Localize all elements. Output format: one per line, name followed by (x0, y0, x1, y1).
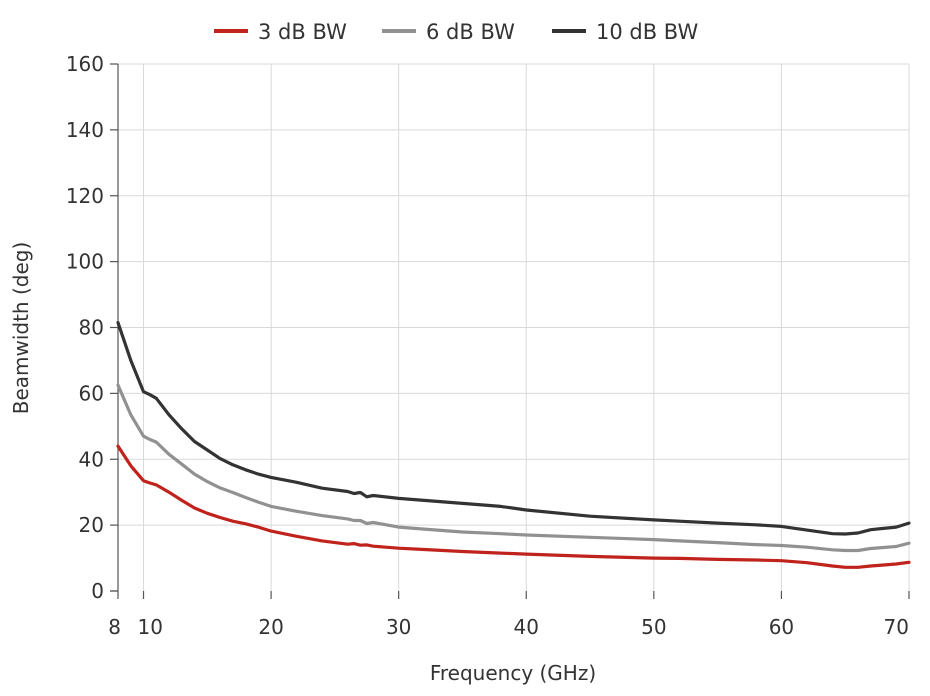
y-tick-labels: 0 20 40 60 80 100 120 140 160 (66, 52, 118, 603)
y-tick-label: 120 (66, 184, 104, 208)
y-tick-label: 40 (79, 447, 104, 471)
y-tick-label: 80 (79, 316, 104, 340)
x-tick-label: 10 (138, 615, 163, 639)
x-tick-label: 70 (884, 615, 909, 639)
x-axis-title: Frequency (GHz) (430, 661, 596, 685)
x-tick-label: 50 (641, 615, 666, 639)
x-tick-label: 20 (258, 615, 283, 639)
series-line-6-db-bw (116, 383, 911, 553)
x-tick-label: 40 (514, 615, 539, 639)
series-lines (116, 321, 911, 569)
legend-label: 6 dB BW (426, 20, 515, 44)
legend: 3 dB BW 6 dB BW 10 dB BW (214, 20, 698, 44)
legend-label: 10 dB BW (596, 20, 698, 44)
y-axis-title: Beamwidth (deg) (9, 242, 33, 415)
series-line-10-db-bw (116, 321, 911, 536)
y-tick-label: 100 (66, 250, 104, 274)
x-tick-label: 8 (108, 615, 121, 639)
legend-label: 3 dB BW (258, 20, 347, 44)
grid (118, 63, 910, 591)
x-tick-labels: 8 10 20 30 40 50 60 70 (108, 591, 910, 639)
y-tick-label: 160 (66, 52, 104, 76)
y-tick-label: 60 (79, 381, 104, 405)
series-line-3-db-bw (116, 444, 911, 569)
y-tick-label: 140 (66, 118, 104, 142)
y-tick-label: 0 (91, 579, 104, 603)
y-tick-label: 20 (79, 513, 104, 537)
x-tick-label: 60 (769, 615, 794, 639)
x-tick-label: 30 (386, 615, 411, 639)
